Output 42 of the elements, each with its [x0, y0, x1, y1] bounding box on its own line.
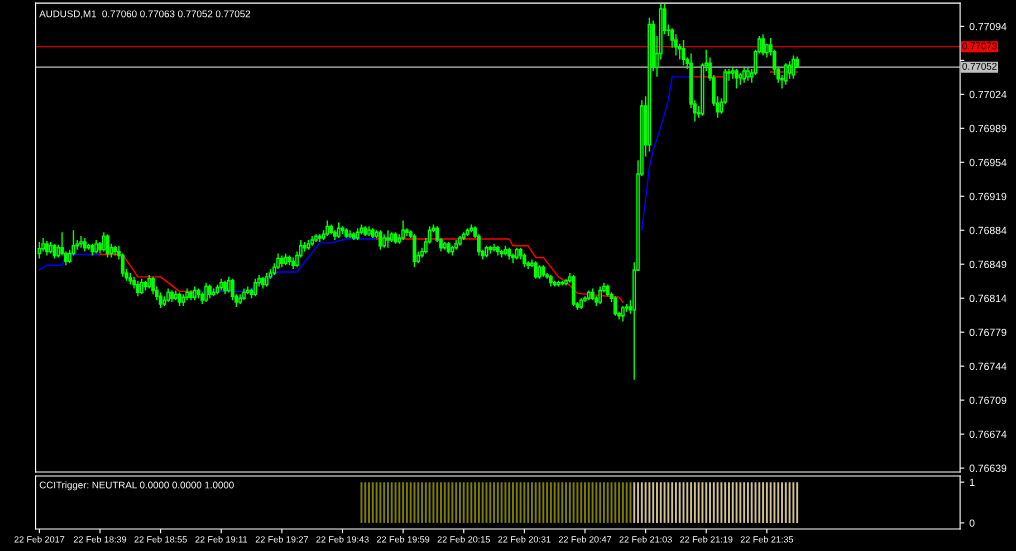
candlestick [204, 281, 208, 303]
candlestick [79, 235, 83, 249]
y-tick-label: 0.76814 [969, 294, 1007, 303]
ref-line-label: 0.77073 [962, 42, 997, 50]
y-tick-label: 0.76674 [969, 430, 1007, 438]
y-tick-label: 0.76639 [969, 464, 1007, 472]
candlestick [783, 62, 788, 86]
candlestick [405, 227, 409, 237]
y-tick-label: 0.77024 [969, 90, 1007, 99]
y-tick-label: 0.76919 [969, 192, 1007, 201]
y-tick-label: 0 [969, 519, 975, 527]
x-tick-label: 22 Feb 21:19 [680, 535, 733, 543]
x-tick-label: 22 Feb 20:15 [437, 535, 490, 543]
candlestick [613, 295, 618, 317]
x-tick-label: 22 Feb 19:27 [255, 535, 309, 543]
candlestick [761, 33, 765, 57]
x-tick-label: 22 Feb 20:31 [498, 535, 551, 543]
x-tick-label: 22 Feb 19:11 [195, 535, 248, 543]
x-tick-label: 22 Feb 18:39 [73, 535, 127, 543]
y-tick-label: 0.76709 [969, 396, 1007, 405]
y-tick-label: 0.76849 [969, 260, 1007, 269]
x-tick-label: 22 Feb 18:55 [134, 535, 187, 543]
candlestick [386, 229, 390, 249]
x-tick-label: 22 Feb 21:35 [740, 535, 794, 543]
x-tick-label: 22 Feb 21:03 [619, 535, 672, 543]
y-tick-label: 0.76884 [969, 226, 1007, 235]
y-tick-label: 0.77094 [969, 22, 1007, 31]
x-tick-label: 22 Feb 19:43 [316, 535, 369, 543]
x-tick-label: 22 Feb 2017 [14, 535, 65, 543]
x-tick-label: 22 Feb 19:59 [376, 535, 430, 543]
x-tick-label: 22 Feb 20:47 [558, 535, 612, 543]
text: AUDUSD,M1 0.77060 0.77063 0.77052 0.77052 [39, 10, 251, 19]
text: CCITrigger: NEUTRAL 0.0000 0.0000 1.0000 [39, 481, 234, 491]
y-tick-label: 0.76779 [969, 328, 1007, 337]
candlestick [401, 219, 405, 241]
y-tick-label: 0.76989 [969, 124, 1007, 133]
y-tick-label: 0.76954 [969, 158, 1007, 167]
y-tick-label: 1 [969, 478, 975, 486]
candlestick [492, 243, 496, 253]
ref-line-label: 0.77052 [962, 62, 997, 70]
y-tick-label: 0.76744 [969, 362, 1007, 371]
candlestick [511, 252, 515, 264]
